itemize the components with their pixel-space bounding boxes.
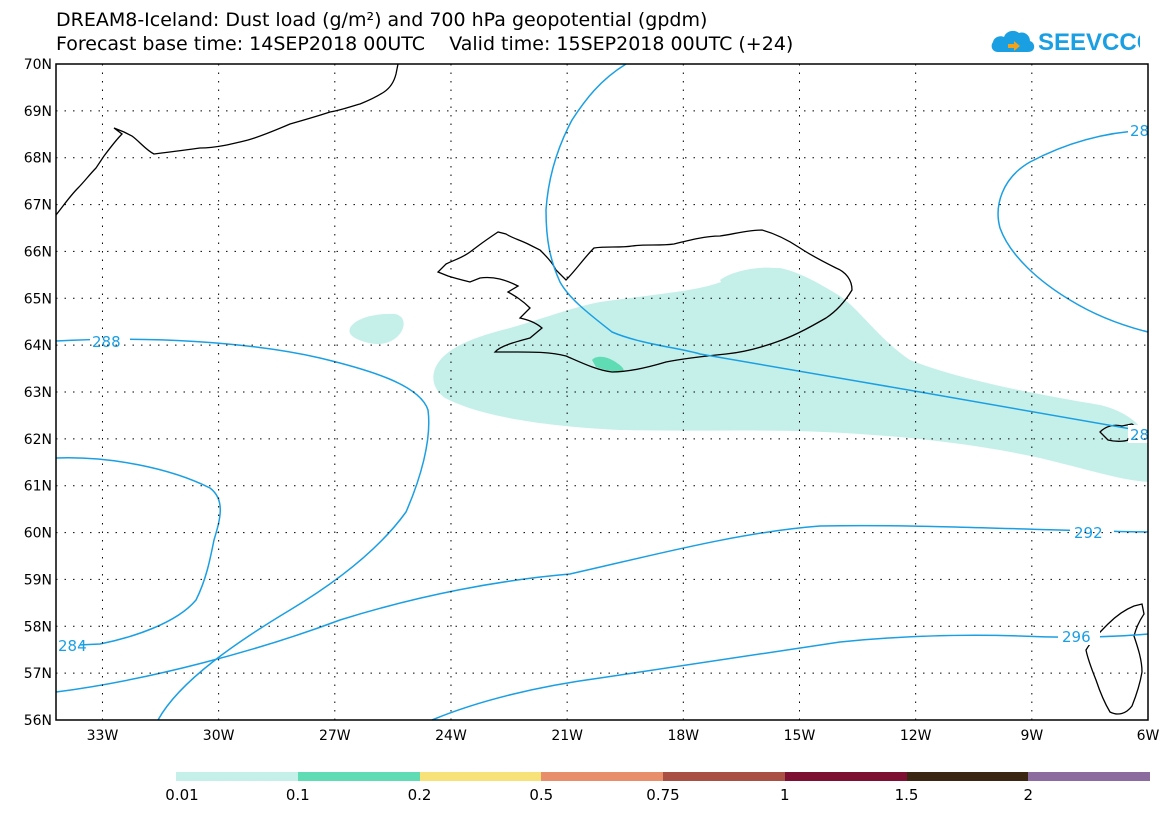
lon-tick-label: 12W xyxy=(900,728,932,744)
lat-tick-label: 64N xyxy=(24,338,52,354)
contour-288-west xyxy=(55,338,430,721)
legend-swatch xyxy=(541,772,663,781)
legend-label: 1 xyxy=(779,786,790,804)
contour-label: 28 xyxy=(1130,122,1149,140)
lat-tick-label: 61N xyxy=(24,479,52,495)
lon-tick-label: 15W xyxy=(784,728,816,744)
contour-east-closed xyxy=(997,129,1149,333)
dust-load-field xyxy=(349,267,1148,482)
coast-greenland xyxy=(55,63,399,216)
lat-tick-label: 62N xyxy=(24,432,52,448)
cloud-icon xyxy=(991,30,1035,52)
legend-label: 0.2 xyxy=(407,786,432,804)
coast-iceland xyxy=(436,229,853,373)
dust-patch-west xyxy=(349,313,404,344)
lat-tick-label: 68N xyxy=(24,151,52,167)
map-frame xyxy=(55,63,1149,721)
geopotential-contours xyxy=(55,63,1149,721)
lat-tick-label: 66N xyxy=(24,244,52,260)
contour-296 xyxy=(431,633,1149,721)
legend-swatch xyxy=(906,772,1029,781)
lon-tick-label: 6W xyxy=(1137,728,1160,744)
legend-label: 0.5 xyxy=(529,786,554,804)
lat-tick-label: 67N xyxy=(24,198,52,214)
legend-swatch xyxy=(1028,772,1150,781)
contour-284-west xyxy=(55,457,221,647)
legend-swatch xyxy=(663,772,785,781)
lon-tick-label: 9W xyxy=(1020,728,1043,744)
map-title: DREAM8-Iceland: Dust load (g/m²) and 700… xyxy=(56,9,708,31)
dust-core xyxy=(592,356,624,372)
contour-north xyxy=(545,63,1149,433)
graticule xyxy=(56,64,1148,720)
lat-tick-label: 60N xyxy=(24,526,52,542)
contour-292 xyxy=(55,524,1149,693)
color-legend xyxy=(176,772,1150,781)
legend-label: 2 xyxy=(1023,786,1034,804)
contour-label: 296 xyxy=(1062,628,1091,646)
contour-label: 284 xyxy=(58,637,87,655)
lon-tick-label: 18W xyxy=(667,728,699,744)
coast-scotland xyxy=(1085,603,1145,715)
lon-tick-label: 30W xyxy=(203,728,235,744)
legend-swatch xyxy=(176,772,298,781)
lon-tick-label: 21W xyxy=(551,728,583,744)
map-subtitle: Forecast base time: 14SEP2018 00UTC Vali… xyxy=(56,33,794,55)
legend-label: 0.1 xyxy=(285,786,310,804)
contour-label: 288 xyxy=(92,333,121,351)
lat-tick-label: 58N xyxy=(24,619,52,635)
lat-tick-label: 56N xyxy=(24,713,52,729)
dust-plume xyxy=(433,268,1148,482)
lat-tick-label: 57N xyxy=(24,666,52,682)
lat-tick-label: 69N xyxy=(24,104,52,120)
coastlines xyxy=(55,63,1145,715)
seevccc-logo: SEEVCCC xyxy=(991,29,1140,56)
axis-ticks: 70N 69N 68N 67N 66N 65N 64N 63N 62N 61N 60N 59N 58N 5… xyxy=(24,57,1160,744)
legend-swatch xyxy=(297,772,420,781)
logo-text: SEEVCCC xyxy=(1038,29,1140,56)
legend-swatch xyxy=(784,772,907,781)
lon-tick-label: 24W xyxy=(435,728,467,744)
contour-label: 292 xyxy=(1074,524,1103,542)
lat-tick-label: 65N xyxy=(24,291,52,307)
lon-tick-label: 27W xyxy=(319,728,351,744)
legend-swatch xyxy=(419,772,542,781)
legend-label: 0.01 xyxy=(165,786,199,804)
dust-patch-north xyxy=(720,267,797,301)
legend-label: 1.5 xyxy=(894,786,919,804)
lat-tick-label: 59N xyxy=(24,572,52,588)
legend-label: 0.75 xyxy=(646,786,680,804)
lat-tick-label: 70N xyxy=(24,57,52,73)
lon-tick-label: 33W xyxy=(87,728,119,744)
contour-label: 28 xyxy=(1130,426,1149,444)
lat-tick-label: 63N xyxy=(24,385,52,401)
